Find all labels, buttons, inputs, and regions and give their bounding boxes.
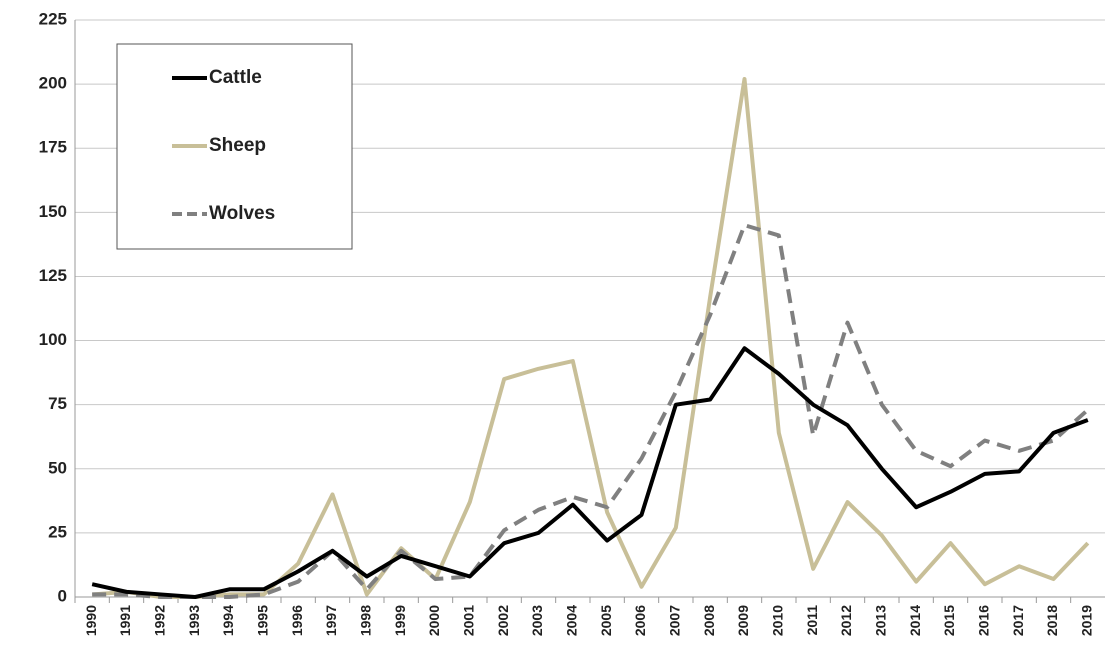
x-tick-label: 2010: [770, 605, 786, 636]
x-tick-label: 2012: [838, 605, 854, 636]
x-tick-label: 2000: [426, 605, 442, 636]
legend-box: [116, 43, 353, 250]
x-tick-label: 2014: [907, 605, 923, 636]
y-tick-label: 50: [48, 458, 67, 477]
x-tick-label: 2019: [1079, 605, 1095, 636]
legend-label: Sheep: [209, 135, 266, 156]
x-tick-label: 1993: [186, 605, 202, 636]
x-tick-label: 2013: [873, 605, 889, 636]
x-tick-label: 1991: [117, 605, 133, 636]
x-tick-label: 2004: [564, 605, 580, 636]
y-tick-label: 125: [39, 266, 67, 285]
x-tick-label: 2008: [701, 605, 717, 636]
x-tick-label: 1994: [220, 605, 236, 636]
x-tick-label: 2017: [1010, 605, 1026, 636]
y-tick-label: 200: [39, 74, 67, 93]
x-tick-label: 1997: [323, 605, 339, 636]
y-tick-label: 25: [48, 522, 67, 541]
x-tick-label: 2007: [667, 605, 683, 636]
x-tick-label: 1998: [358, 605, 374, 636]
x-tick-label: 2001: [461, 605, 477, 636]
x-tick-label: 1990: [83, 605, 99, 636]
series-line: [91, 346, 1089, 599]
x-tick-label: 1999: [392, 605, 408, 636]
x-tick-label: 2015: [941, 605, 957, 636]
x-tick-label: 1996: [289, 605, 305, 636]
y-tick-label: 175: [39, 138, 67, 157]
y-tick-label: 225: [39, 9, 67, 28]
x-tick-label: 2016: [976, 605, 992, 636]
x-tick-label: 2002: [495, 605, 511, 636]
y-tick-label: 75: [48, 394, 67, 413]
x-tick-label: 1992: [152, 605, 168, 636]
y-tick-label: 150: [39, 202, 67, 221]
x-tick-label: 2003: [529, 605, 545, 636]
series-line: [92, 223, 1090, 599]
x-tick-label: 2011: [804, 605, 820, 636]
legend-label: Cattle: [209, 67, 262, 88]
y-tick-label: 100: [39, 330, 67, 349]
x-tick-label: 2009: [735, 605, 751, 636]
x-tick-label: 2018: [1044, 605, 1060, 636]
y-tick-label: 0: [58, 586, 67, 605]
x-tick-label: 2005: [598, 605, 614, 636]
x-tick-label: 1995: [255, 605, 271, 636]
x-tick-label: 2006: [632, 605, 648, 636]
legend-label: Wolves: [209, 203, 275, 224]
